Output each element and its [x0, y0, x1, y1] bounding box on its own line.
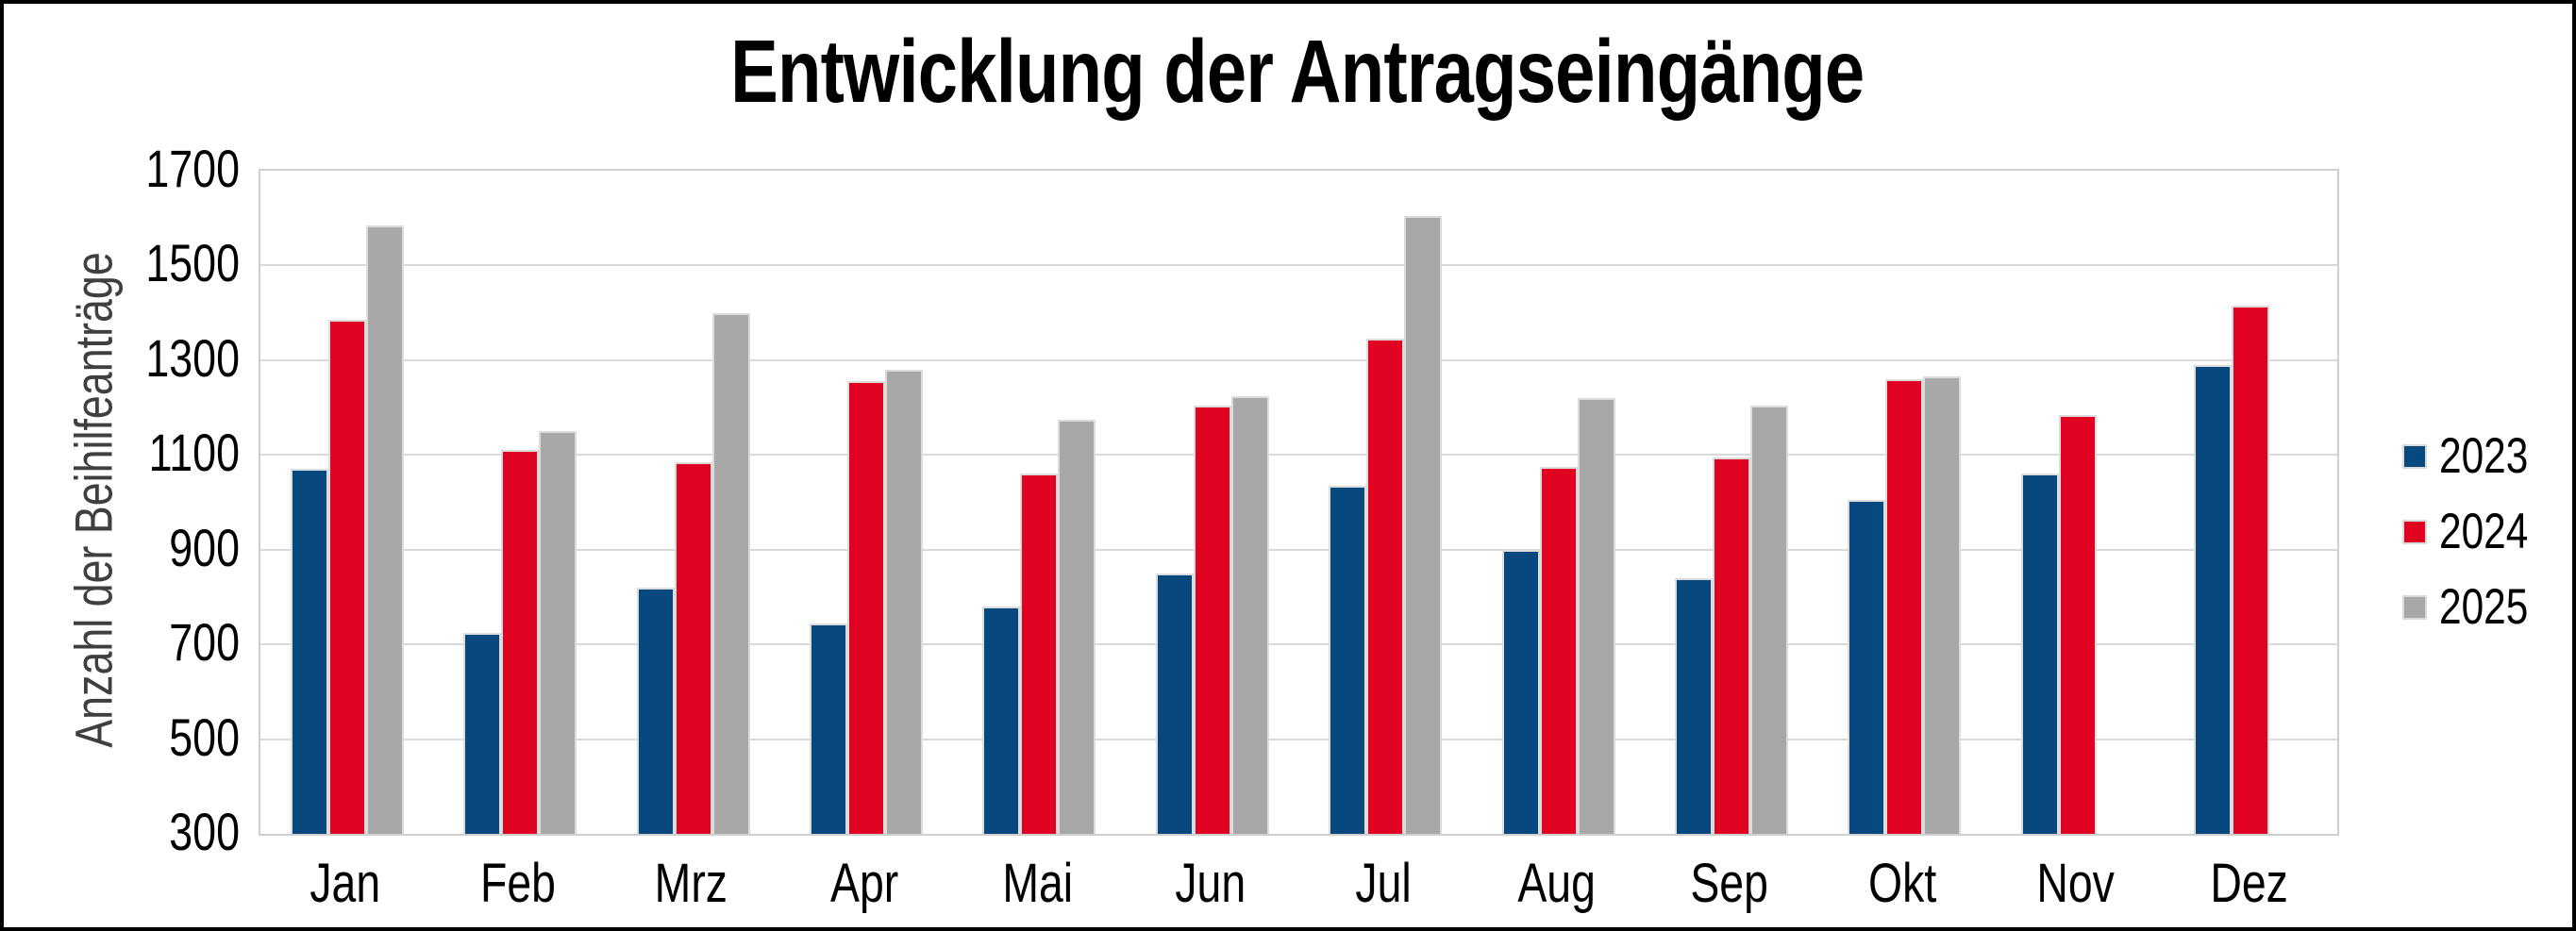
bar-Apr-2023 [809, 623, 847, 834]
bar-Sep-2025 [1750, 405, 1789, 834]
x-tick-label-Okt: Okt [1816, 855, 1989, 913]
bar-Jan-2025 [365, 224, 404, 834]
gridline-900 [260, 548, 2337, 551]
x-tick-label-Dez: Dez [2163, 855, 2335, 913]
bar-Mrz-2023 [636, 587, 675, 834]
bar-Jan-2023 [290, 469, 328, 834]
gridline-1100 [260, 454, 2337, 457]
x-tick-label-text: Feb [480, 853, 557, 914]
bar-Jul-2023 [1329, 485, 1367, 834]
legend-item-2025: 2025 [2402, 581, 2551, 634]
x-tick-label-Jul: Jul [1297, 855, 1470, 913]
bar-Sep-2023 [1675, 577, 1714, 834]
bar-Mrz-2024 [674, 461, 712, 834]
x-tick-label-text: Mrz [654, 853, 728, 914]
gridline-500 [260, 738, 2337, 740]
bar-Okt-2024 [1885, 378, 1924, 834]
plot-area [259, 169, 2339, 836]
x-tick-label-text: Dez [2210, 853, 2288, 914]
bar-Mai-2024 [1020, 474, 1059, 834]
x-tick-label-Mai: Mai [951, 855, 1124, 913]
legend-label-2024: 2024 [2439, 504, 2529, 559]
bar-Sep-2024 [1713, 457, 1751, 834]
bar-Aug-2024 [1539, 466, 1578, 834]
y-tick-label-300: 300 [169, 802, 240, 861]
y-tick-label-1100: 1100 [148, 423, 240, 483]
bar-Nov-2024 [2058, 414, 2097, 834]
x-tick-label-text: Mai [1001, 853, 1073, 914]
bar-Feb-2024 [501, 450, 540, 834]
chart-title: Entwicklung der Antragseingänge [259, 21, 2335, 124]
gridline-1300 [260, 358, 2337, 361]
bar-Jun-2024 [1193, 405, 1231, 834]
chart-title-text: Entwicklung der Antragseingänge [729, 22, 1865, 122]
x-tick-label-text: Jun [1175, 853, 1246, 914]
y-axis-title: Anzahl der Beihilfeanträge [63, 252, 124, 748]
bar-Mrz-2025 [711, 312, 750, 834]
x-tick-label-Feb: Feb [431, 855, 604, 913]
bar-Jul-2025 [1404, 215, 1443, 834]
bar-Jun-2023 [1155, 573, 1194, 834]
bar-Jun-2025 [1230, 395, 1269, 834]
x-tick-label-text: Apr [829, 853, 899, 914]
legend-item-2024: 2024 [2402, 506, 2551, 558]
x-tick-label-Apr: Apr [778, 855, 950, 913]
y-tick-label-1300: 1300 [145, 327, 240, 388]
x-tick-label-text: Jul [1355, 853, 1412, 914]
x-tick-label-Nov: Nov [1989, 855, 2162, 913]
y-tick-label-500: 500 [169, 707, 240, 767]
x-tick-label-Jan: Jan [259, 855, 431, 913]
bar-Aug-2025 [1577, 398, 1615, 834]
gridline-1500 [260, 264, 2337, 267]
bar-Mai-2025 [1058, 419, 1096, 834]
bar-Jan-2024 [327, 320, 366, 834]
bar-Dez-2024 [2232, 306, 2270, 834]
legend: 2023 2024 2025 [2402, 430, 2551, 634]
x-tick-label-text: Okt [1868, 853, 1937, 914]
gridline-700 [260, 643, 2337, 646]
bar-Okt-2023 [1848, 500, 1886, 834]
bar-Feb-2023 [463, 632, 502, 834]
bar-Apr-2024 [846, 381, 885, 834]
y-tick-label-1700: 1700 [145, 139, 240, 198]
legend-label-2023: 2023 [2439, 428, 2529, 484]
legend-item-2023: 2023 [2402, 430, 2551, 483]
bar-Dez-2023 [2194, 364, 2233, 834]
legend-swatch-2023 [2402, 444, 2427, 469]
bar-Apr-2025 [884, 369, 923, 834]
legend-swatch-2024 [2402, 520, 2427, 544]
x-tick-label-Jun: Jun [1124, 855, 1296, 913]
x-tick-label-text: Jan [309, 853, 381, 914]
legend-label-2025: 2025 [2439, 579, 2529, 635]
y-tick-label-700: 700 [169, 612, 240, 673]
bar-Mai-2023 [982, 606, 1021, 834]
bar-Nov-2023 [2020, 474, 2059, 834]
bar-Feb-2025 [539, 431, 577, 834]
x-tick-label-text: Aug [1517, 853, 1596, 914]
bar-Jul-2024 [1366, 339, 1405, 834]
x-tick-label-text: Nov [2036, 853, 2116, 914]
x-tick-label-Aug: Aug [1470, 855, 1643, 913]
bar-Okt-2025 [1923, 376, 1962, 834]
bar-Aug-2023 [1501, 549, 1540, 834]
x-tick-label-Mrz: Mrz [605, 855, 778, 913]
x-tick-label-Sep: Sep [1643, 855, 1815, 913]
x-tick-label-text: Sep [1690, 853, 1769, 914]
y-tick-label-1500: 1500 [145, 233, 240, 293]
y-tick-label-900: 900 [169, 517, 240, 577]
legend-swatch-2025 [2402, 595, 2427, 620]
